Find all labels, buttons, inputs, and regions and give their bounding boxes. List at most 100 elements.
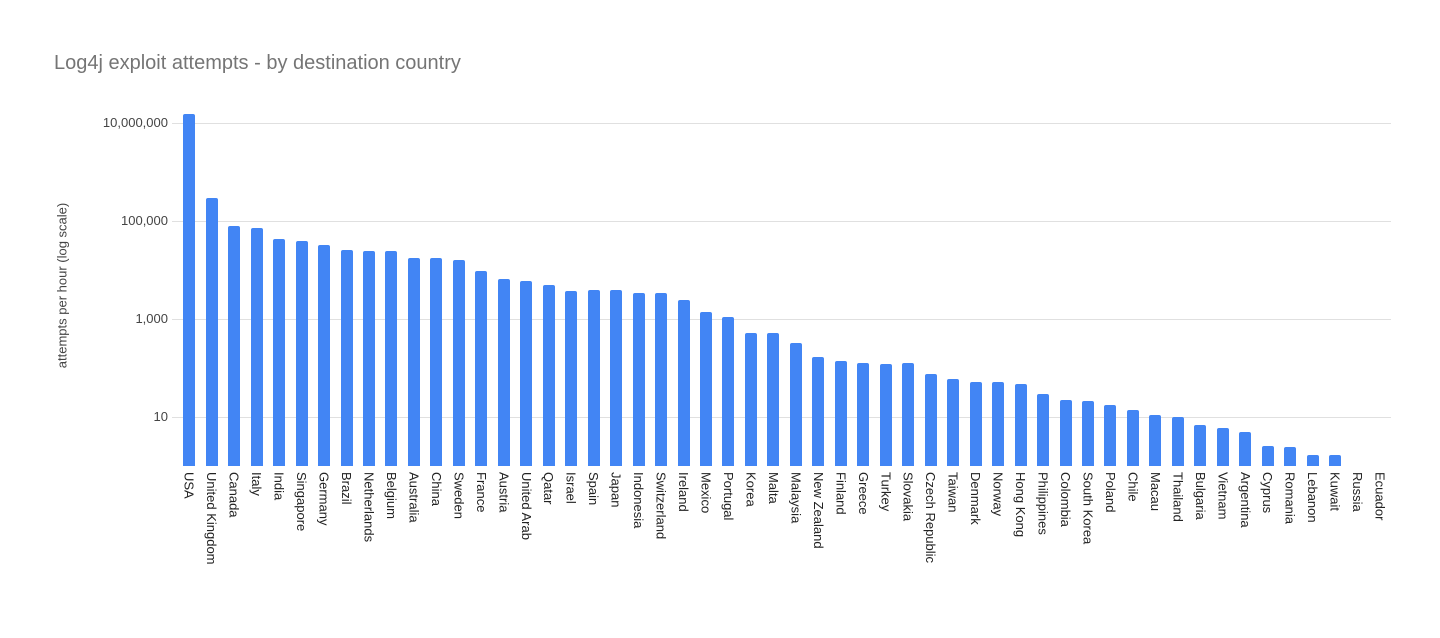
x-axis-label: Indonesia	[631, 472, 647, 529]
bar-israel[interactable]	[565, 290, 578, 466]
bar-canada[interactable]	[228, 226, 241, 466]
bar-slot	[964, 104, 986, 466]
x-label-slot: Brazil	[335, 472, 357, 592]
bar-singapore[interactable]	[295, 240, 308, 466]
bar-slot	[268, 104, 290, 466]
bar-china[interactable]	[430, 257, 443, 466]
x-axis-label: South Korea	[1080, 472, 1096, 545]
bar-austria[interactable]	[497, 279, 510, 466]
x-label-slot: Colombia	[1054, 472, 1076, 592]
bar-france[interactable]	[475, 271, 488, 466]
x-axis-label: Korea	[743, 472, 759, 507]
x-label-slot: Poland	[1099, 472, 1121, 592]
x-axis-label: Colombia	[1058, 472, 1074, 527]
bar-mexico[interactable]	[700, 311, 713, 466]
bar-philippines[interactable]	[1037, 393, 1050, 466]
bar-slot	[1009, 104, 1031, 466]
bar-slot	[1077, 104, 1099, 466]
bar-slot	[1301, 104, 1323, 466]
bar-thailand[interactable]	[1171, 417, 1184, 466]
x-label-slot: Macau	[1144, 472, 1166, 592]
bar-vietnam[interactable]	[1216, 427, 1229, 466]
x-axis-label: Kuwait	[1327, 472, 1343, 512]
bar-india[interactable]	[273, 239, 286, 466]
bar-usa[interactable]	[183, 114, 196, 466]
x-axis-label: Macau	[1147, 472, 1163, 512]
bar-colombia[interactable]	[1059, 400, 1072, 466]
bar-malta[interactable]	[767, 332, 780, 466]
bar-portugal[interactable]	[722, 317, 735, 466]
bar-netherlands[interactable]	[362, 250, 375, 466]
x-label-slot: Taiwan	[942, 472, 964, 592]
bar-germany[interactable]	[318, 245, 331, 466]
x-axis-label: Finland	[833, 472, 849, 515]
x-label-slot: USA	[178, 472, 200, 592]
bar-denmark[interactable]	[969, 381, 982, 466]
x-label-slot: Argentina	[1234, 472, 1256, 592]
x-label-slot: Slovakia	[897, 472, 919, 592]
x-axis-label: Australia	[406, 472, 422, 523]
x-label-slot: Portugal	[717, 472, 739, 592]
bar-united-arab[interactable]	[520, 281, 533, 466]
bar-czech-republic[interactable]	[924, 373, 937, 466]
x-axis-label: India	[271, 472, 287, 501]
x-axis-label: Thailand	[1170, 472, 1186, 522]
bar-australia[interactable]	[407, 257, 420, 466]
bar-hong-kong[interactable]	[1014, 383, 1027, 466]
x-label-slot: Greece	[852, 472, 874, 592]
bar-slovakia[interactable]	[902, 363, 915, 466]
bar-taiwan[interactable]	[947, 378, 960, 466]
bar-slot	[245, 104, 267, 466]
bar-qatar[interactable]	[542, 285, 555, 466]
bar-slot	[200, 104, 222, 466]
bar-ireland[interactable]	[677, 300, 690, 466]
bar-slot	[1167, 104, 1189, 466]
bar-finland[interactable]	[834, 360, 847, 466]
bar-cyprus[interactable]	[1261, 445, 1274, 466]
x-axis-label: Vietnam	[1215, 472, 1231, 520]
y-tick-label: 10	[153, 409, 168, 424]
bar-slot	[425, 104, 447, 466]
bar-italy[interactable]	[250, 228, 263, 466]
bar-lebanon[interactable]	[1306, 454, 1319, 466]
gridline	[178, 221, 1391, 222]
x-axis-label: Denmark	[968, 472, 984, 525]
x-axis-label: Cyprus	[1260, 472, 1276, 514]
bar-romania[interactable]	[1284, 446, 1297, 466]
bar-argentina[interactable]	[1239, 431, 1252, 466]
bar-malaysia[interactable]	[789, 342, 802, 466]
bar-brazil[interactable]	[340, 249, 353, 466]
bar-switzerland[interactable]	[655, 293, 668, 466]
bar-sweden[interactable]	[452, 260, 465, 466]
bar-belgium[interactable]	[385, 251, 398, 466]
bar-slot	[695, 104, 717, 466]
bar-south-korea[interactable]	[1081, 401, 1094, 466]
bar-chile[interactable]	[1126, 409, 1139, 466]
bar-bulgaria[interactable]	[1194, 424, 1207, 466]
x-axis-label: Sweden	[451, 472, 467, 519]
bar-turkey[interactable]	[879, 364, 892, 466]
bar-korea[interactable]	[744, 332, 757, 466]
bar-slot	[785, 104, 807, 466]
bar-japan[interactable]	[610, 289, 623, 466]
bar-united-kingdom[interactable]	[205, 198, 218, 466]
bar-new-zealand[interactable]	[812, 356, 825, 466]
bar-indonesia[interactable]	[632, 293, 645, 466]
chart-title: Log4j exploit attempts - by destination …	[54, 52, 461, 74]
bar-slot	[807, 104, 829, 466]
bar-norway[interactable]	[992, 381, 1005, 466]
bar-slot	[852, 104, 874, 466]
bar-slot	[470, 104, 492, 466]
x-axis-label: Poland	[1102, 472, 1118, 513]
x-axis-label: Singapore	[294, 472, 310, 532]
x-label-slot: Germany	[313, 472, 335, 592]
bar-poland[interactable]	[1104, 404, 1117, 466]
y-tick-mark	[172, 221, 178, 222]
bar-macau[interactable]	[1149, 415, 1162, 466]
bar-spain[interactable]	[587, 289, 600, 466]
bar-kuwait[interactable]	[1329, 454, 1342, 466]
bar-greece[interactable]	[857, 363, 870, 466]
bar-slot	[762, 104, 784, 466]
x-label-slot: India	[268, 472, 290, 592]
